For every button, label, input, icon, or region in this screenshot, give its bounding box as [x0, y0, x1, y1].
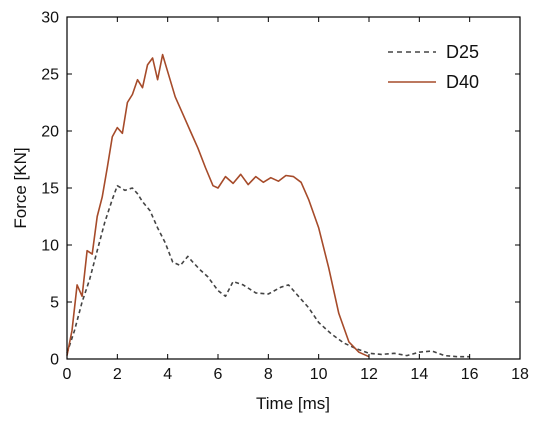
series-line-d25: [66, 184, 470, 358]
x-tick-label: 2: [113, 366, 122, 383]
y-tick-label: 10: [41, 238, 59, 255]
y-axis-title: Force [KN]: [11, 147, 30, 228]
y-tick-label: 15: [41, 181, 59, 198]
series-layer: [66, 53, 470, 358]
y-tick-label: 5: [50, 295, 59, 312]
legend-label-d25: D25: [446, 42, 479, 62]
y-tick-label: 30: [41, 10, 59, 27]
axes-layer: 0 2 4 6 8 10 12 14 16 18 0 5 10 15 20 25 30: [41, 10, 529, 384]
x-tick-label: 10: [310, 366, 328, 383]
x-tick-label: 16: [461, 366, 479, 383]
legend: D25 D40: [388, 42, 479, 92]
x-tick-label: 12: [360, 366, 378, 383]
series-line-d40: [66, 53, 370, 358]
x-tick-label: 18: [511, 366, 529, 383]
x-tick-label: 8: [264, 366, 273, 383]
y-tick-label: 0: [50, 352, 59, 369]
y-tick-label: 20: [41, 124, 59, 141]
legend-label-d40: D40: [446, 72, 479, 92]
plot-frame: [66, 16, 521, 360]
x-axis-title: Time [ms]: [256, 394, 330, 413]
y-tick-label: 25: [41, 67, 59, 84]
x-tick-label: 4: [163, 366, 172, 383]
x-tick-label: 6: [214, 366, 223, 383]
x-tick-label: 0: [63, 366, 72, 383]
x-tick-label: 14: [410, 366, 428, 383]
